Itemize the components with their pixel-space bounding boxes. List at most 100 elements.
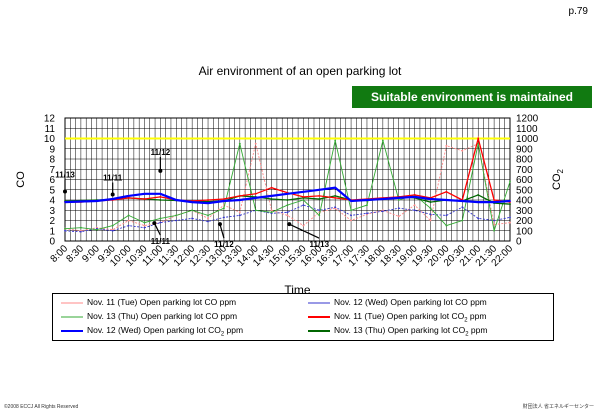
data-point	[397, 215, 400, 218]
data-point	[143, 226, 146, 229]
data-point	[445, 214, 448, 217]
y-left-tick-label: 4	[49, 196, 55, 207]
page-number: p.79	[568, 6, 588, 17]
annotation-label: 11/12	[151, 148, 171, 157]
data-point	[397, 197, 400, 199]
y-left-tick-label: 12	[44, 114, 56, 125]
data-point	[175, 199, 178, 201]
data-point	[381, 139, 384, 142]
annotation-arrow-head	[287, 222, 292, 227]
legend-label: Nov. 11 (Tue) Open parking lot CO ppm	[87, 297, 237, 307]
data-point	[413, 193, 416, 196]
data-point	[238, 214, 241, 217]
y-left-tick-label: 5	[49, 185, 55, 196]
data-point	[207, 202, 209, 204]
data-point	[270, 198, 273, 200]
data-point	[302, 224, 305, 227]
data-point	[223, 216, 225, 219]
y-left-tick-label: 1	[49, 226, 55, 237]
data-point	[334, 197, 337, 199]
data-point	[302, 199, 305, 201]
data-point	[509, 221, 511, 224]
data-point	[254, 197, 257, 199]
data-point	[223, 200, 225, 202]
data-point	[95, 200, 98, 202]
data-point	[270, 209, 273, 212]
copyright-text: ©2008 ECCJ All Rights Reserved	[4, 404, 79, 410]
legend-item: Nov. 12 (Wed) Open parking lot CO ppm	[308, 297, 487, 307]
y-right-tick-label: 900	[516, 144, 533, 155]
legend-label-subscript: 2	[220, 331, 225, 338]
data-point	[509, 216, 511, 219]
legend-swatch	[308, 329, 330, 332]
data-point	[79, 226, 82, 229]
annotation-label: 11/11	[151, 237, 171, 246]
legend-item: Nov. 12 (Wed) Open parking lot CO2 ppm	[61, 325, 243, 338]
data-point	[493, 219, 496, 222]
data-point	[175, 219, 178, 222]
data-point	[111, 198, 114, 200]
data-point	[143, 221, 146, 224]
data-point	[127, 214, 130, 217]
y-left-tick-label: 10	[44, 134, 56, 145]
y-right-tick-label: 1000	[516, 134, 539, 145]
annotation-arrow	[219, 223, 225, 239]
data-point	[334, 195, 337, 197]
y-left-tick-label: 8	[49, 155, 55, 166]
annotation-arrow	[153, 222, 161, 236]
data-point	[493, 229, 496, 232]
data-point	[270, 186, 273, 189]
y-left-tick-label: 6	[49, 175, 55, 186]
data-point	[366, 212, 368, 215]
data-point	[461, 200, 464, 202]
data-point	[64, 227, 66, 230]
y-right-tick-label: 1200	[516, 114, 539, 125]
y-axis-right-label: CO2	[551, 168, 565, 190]
data-point	[334, 139, 337, 142]
legend-label: Nov. 13 (Thu) Open parking lot CO2 ppm	[334, 325, 488, 338]
legend-swatch	[61, 316, 83, 318]
data-point	[238, 199, 241, 201]
data-point	[509, 203, 511, 206]
y-right-tick-label: 100	[516, 226, 533, 237]
data-point	[302, 196, 305, 198]
y-right-tick-label: 0	[516, 237, 522, 248]
data-point	[429, 201, 432, 203]
data-point	[302, 190, 305, 193]
legend-label-subscript: 2	[464, 317, 468, 324]
annotation-arrow-head	[158, 168, 163, 173]
legend-swatch	[308, 302, 330, 304]
data-point	[429, 198, 432, 200]
data-point	[413, 196, 416, 198]
legend-item: Nov. 13 (Thu) Open parking lot CO ppm	[61, 311, 237, 321]
data-point	[64, 201, 66, 203]
data-point	[477, 193, 480, 196]
annotation-label: 11/13	[55, 170, 75, 179]
y-right-tick-label: 800	[516, 155, 533, 166]
y-left-tick-label: 11	[45, 124, 56, 135]
data-point	[207, 220, 209, 223]
data-point	[413, 204, 416, 207]
data-point	[270, 195, 273, 197]
data-point	[493, 201, 496, 203]
data-point	[477, 142, 480, 145]
legend-swatch	[308, 315, 330, 318]
data-point	[191, 201, 194, 203]
y-left-tick-label: 2	[49, 216, 55, 227]
data-point	[366, 204, 368, 207]
data-point	[429, 219, 432, 222]
legend-swatch	[61, 302, 83, 304]
legend-swatch	[61, 329, 83, 332]
data-point	[461, 219, 464, 222]
y-axis-left-label: CO	[15, 171, 27, 188]
data-point	[95, 228, 98, 231]
data-point	[127, 224, 130, 227]
data-point	[127, 195, 130, 197]
data-point	[429, 213, 432, 216]
data-point	[509, 180, 511, 183]
y-right-tick-label: 600	[516, 175, 533, 186]
data-point	[207, 214, 209, 217]
data-point	[207, 199, 209, 201]
y-left-tick-label: 7	[49, 165, 55, 176]
